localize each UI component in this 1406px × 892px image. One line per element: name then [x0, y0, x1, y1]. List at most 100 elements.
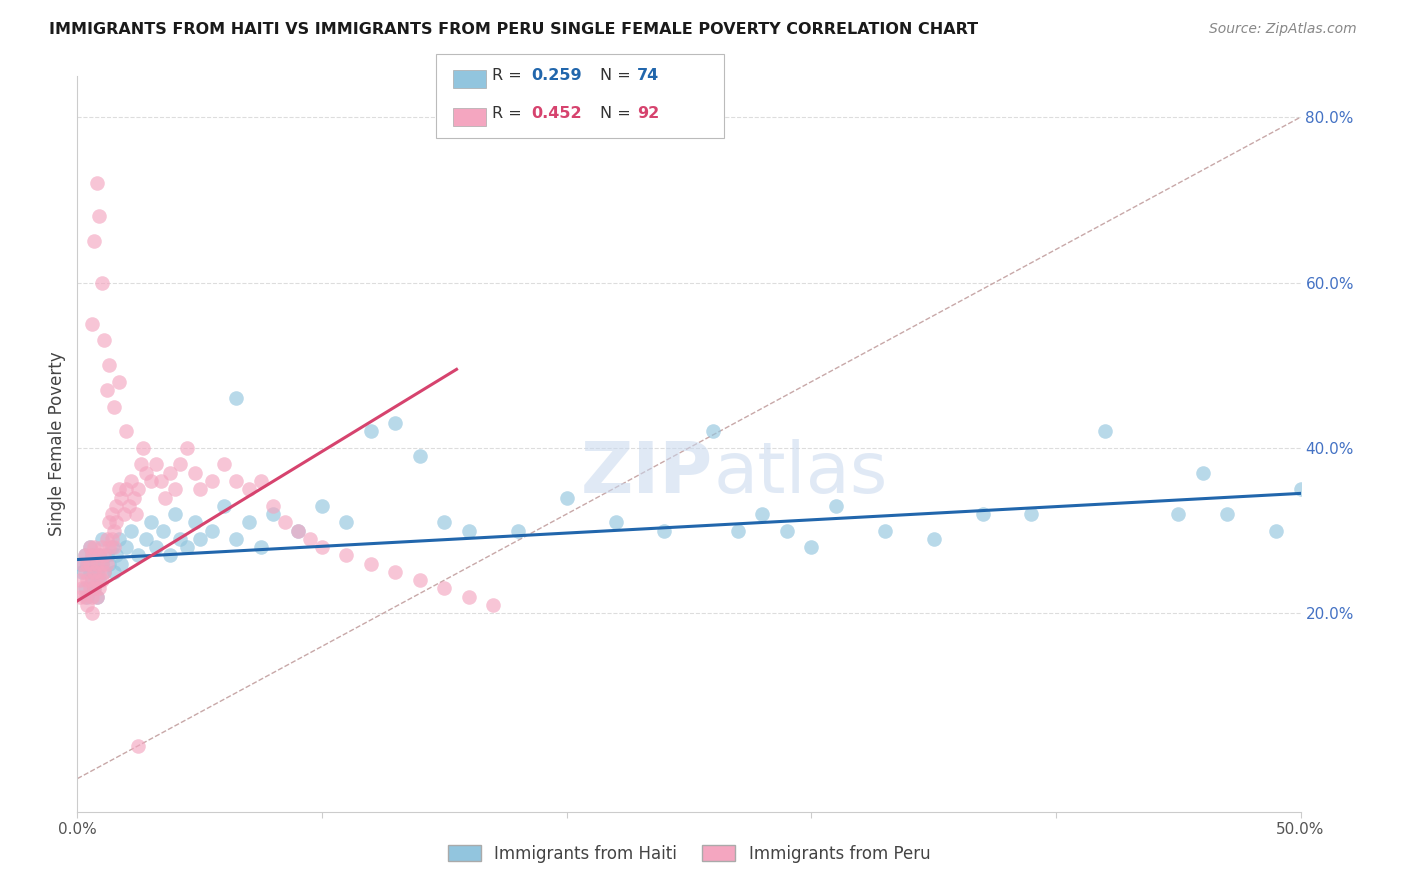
Point	[98, 358, 121, 372]
Point	[120, 524, 142, 538]
Point	[165, 482, 187, 496]
Point	[90, 573, 112, 587]
Point	[96, 557, 118, 571]
Point	[654, 524, 676, 538]
Text: R =: R =	[492, 69, 527, 83]
Point	[212, 499, 235, 513]
Point	[605, 516, 627, 530]
Point	[118, 499, 141, 513]
Point	[225, 532, 247, 546]
Text: 0.452: 0.452	[531, 106, 582, 120]
Text: N =: N =	[600, 106, 637, 120]
Point	[96, 532, 118, 546]
Point	[70, 582, 93, 596]
Point	[83, 582, 105, 596]
Point	[105, 499, 128, 513]
Point	[122, 491, 145, 505]
Point	[1289, 482, 1312, 496]
Point	[80, 317, 103, 331]
Point	[115, 482, 138, 496]
Point	[127, 549, 149, 563]
Point	[80, 573, 103, 587]
Point	[555, 491, 578, 505]
Point	[73, 549, 96, 563]
Point	[311, 499, 333, 513]
Point	[80, 590, 103, 604]
Point	[457, 590, 479, 604]
Point	[103, 524, 125, 538]
Point	[1191, 466, 1213, 480]
Point	[105, 516, 128, 530]
Text: atlas: atlas	[713, 439, 887, 508]
Point	[135, 466, 157, 480]
Point	[79, 582, 101, 596]
Point	[238, 516, 260, 530]
Point	[86, 590, 108, 604]
Point	[335, 516, 357, 530]
Point	[482, 598, 505, 612]
Point	[1265, 524, 1288, 538]
Point	[89, 565, 111, 579]
Point	[776, 524, 799, 538]
Point	[110, 557, 132, 571]
Point	[149, 474, 172, 488]
Point	[79, 565, 101, 579]
Point	[108, 482, 131, 496]
Point	[115, 540, 138, 554]
Point	[90, 540, 112, 554]
Point	[250, 540, 273, 554]
Point	[727, 524, 749, 538]
Point	[176, 540, 198, 554]
Point	[96, 549, 118, 563]
Point	[80, 549, 103, 563]
Point	[139, 516, 162, 530]
Point	[262, 499, 284, 513]
Point	[360, 557, 382, 571]
Point	[83, 234, 105, 248]
Point	[1094, 425, 1116, 439]
Point	[83, 582, 105, 596]
Point	[125, 507, 148, 521]
Point	[129, 458, 152, 472]
Point	[409, 449, 432, 463]
Point	[76, 557, 98, 571]
Point	[384, 565, 406, 579]
Point	[287, 524, 309, 538]
Legend: Immigrants from Haiti, Immigrants from Peru: Immigrants from Haiti, Immigrants from P…	[441, 838, 936, 870]
Point	[433, 582, 456, 596]
Point	[69, 557, 91, 571]
Point	[93, 565, 115, 579]
Point	[311, 540, 333, 554]
Point	[112, 507, 135, 521]
Point	[873, 524, 896, 538]
Point	[79, 540, 101, 554]
Y-axis label: Single Female Poverty: Single Female Poverty	[48, 351, 66, 536]
Point	[76, 590, 98, 604]
Point	[86, 557, 108, 571]
Point	[76, 557, 98, 571]
Point	[225, 392, 247, 406]
Point	[169, 458, 191, 472]
Point	[98, 557, 121, 571]
Point	[169, 532, 191, 546]
Point	[335, 549, 357, 563]
Point	[98, 516, 121, 530]
Point	[506, 524, 529, 538]
Point	[80, 607, 103, 621]
Point	[409, 573, 432, 587]
Point	[86, 565, 108, 579]
Point	[73, 582, 96, 596]
Point	[225, 474, 247, 488]
Point	[135, 532, 157, 546]
Point	[165, 507, 187, 521]
Point	[384, 416, 406, 430]
Point	[457, 524, 479, 538]
Point	[83, 540, 105, 554]
Text: ZIP: ZIP	[581, 439, 713, 508]
Point	[201, 474, 224, 488]
Point	[90, 276, 112, 290]
Point	[103, 565, 125, 579]
Point	[73, 549, 96, 563]
Point	[433, 516, 456, 530]
Text: R =: R =	[492, 106, 527, 120]
